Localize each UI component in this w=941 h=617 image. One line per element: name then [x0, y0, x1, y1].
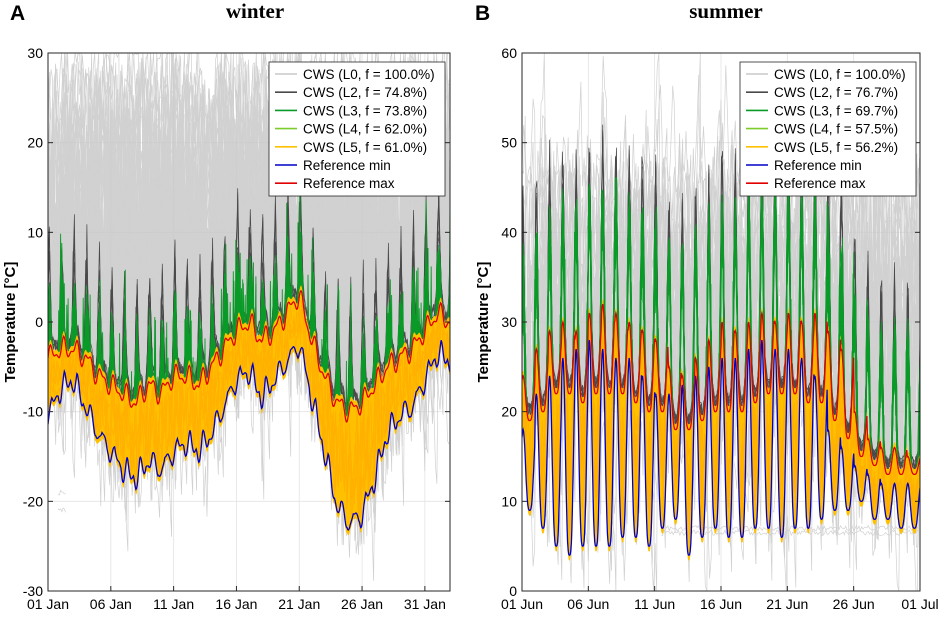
cws-l5-line — [48, 302, 450, 519]
x-tick-label: 21 Jun — [766, 596, 808, 612]
y-tick-label: 30 — [27, 45, 43, 61]
legend: CWS (L0, f = 100.0%) CWS (L2, f = 76.7%) C… — [739, 61, 917, 197]
legend-label: CWS (L0, f = 100.0%) — [303, 67, 435, 82]
legend-label: CWS (L4, f = 57.5%) — [774, 122, 898, 137]
x-tick-label: 26 Jan — [341, 596, 383, 612]
y-tick-label: -10 — [23, 404, 43, 420]
cws-l5-line — [48, 298, 450, 502]
legend-label: CWS (L4, f = 62.0%) — [303, 122, 427, 137]
legend-label: CWS (L5, f = 61.0%) — [303, 140, 427, 155]
panel-title: summer — [689, 0, 762, 23]
y-tick-label: 10 — [27, 224, 43, 240]
panel-letter: A — [10, 2, 25, 25]
x-tick-label: 26 Jun — [833, 596, 875, 612]
legend-label: CWS (L2, f = 74.8%) — [303, 85, 427, 100]
legend-label: Reference max — [774, 176, 866, 191]
legend-label: Reference max — [303, 176, 395, 191]
y-tick-label: -20 — [23, 493, 43, 509]
legend-label: CWS (L3, f = 73.8%) — [303, 103, 427, 118]
x-tick-label: 16 Jan — [215, 596, 257, 612]
x-tick-label: 11 Jan — [153, 596, 194, 612]
cws-l5-line — [48, 298, 450, 517]
y-tick-label: 60 — [501, 45, 517, 61]
x-tick-label: 01 Jun — [501, 596, 543, 612]
cws-l0-line — [48, 53, 450, 525]
panel-title: winter — [226, 0, 284, 23]
legend-label: CWS (L2, f = 76.7%) — [774, 85, 898, 100]
legend-label: CWS (L5, f = 56.2%) — [774, 140, 898, 155]
y-axis-label: Temperature [°C] — [2, 262, 19, 383]
cws-l0-line — [57, 489, 66, 496]
series-reference-max — [48, 289, 450, 423]
x-tick-label: 11 Jun — [634, 596, 675, 612]
series-reference-min — [522, 339, 920, 556]
x-tick-label: 16 Jun — [700, 596, 742, 612]
legend-box — [268, 61, 446, 197]
y-tick-label: 10 — [501, 493, 517, 509]
legend-label: CWS (L0, f = 100.0%) — [774, 67, 906, 82]
y-tick-label: 30 — [501, 314, 517, 330]
y-tick-label: 0 — [509, 583, 517, 599]
legend-label: Reference min — [303, 158, 391, 173]
legend-box — [739, 61, 917, 197]
plot-content — [522, 53, 920, 591]
x-tick-label: 06 Jan — [90, 596, 132, 612]
y-tick-label: 20 — [501, 404, 517, 420]
x-tick-label: 01 Jul — [901, 596, 938, 612]
cws-l3-line — [522, 176, 920, 541]
legend: CWS (L0, f = 100.0%) CWS (L2, f = 74.8%) C… — [268, 61, 446, 197]
x-tick-label: 21 Jan — [278, 596, 320, 612]
x-tick-label: 06 Jun — [567, 596, 609, 612]
y-tick-label: -30 — [23, 583, 43, 599]
x-tick-label: 31 Jan — [404, 596, 446, 612]
y-axis-label: Temperature [°C] — [475, 262, 492, 383]
x-tick-label: 01 Jan — [27, 596, 69, 612]
y-tick-label: 40 — [501, 224, 517, 240]
cws-l0-line — [661, 528, 919, 537]
y-tick-label: 0 — [35, 314, 43, 330]
legend-label: Reference min — [774, 158, 862, 173]
legend-label: CWS (L3, f = 69.7%) — [774, 103, 898, 118]
series-reference-min — [48, 340, 450, 531]
y-tick-label: 20 — [27, 135, 43, 151]
y-tick-label: 50 — [501, 135, 517, 151]
cws-l0-line — [57, 507, 66, 513]
series-cws-l3 — [522, 176, 920, 552]
panel-letter: B — [475, 2, 490, 25]
series-reference-max — [522, 303, 920, 476]
